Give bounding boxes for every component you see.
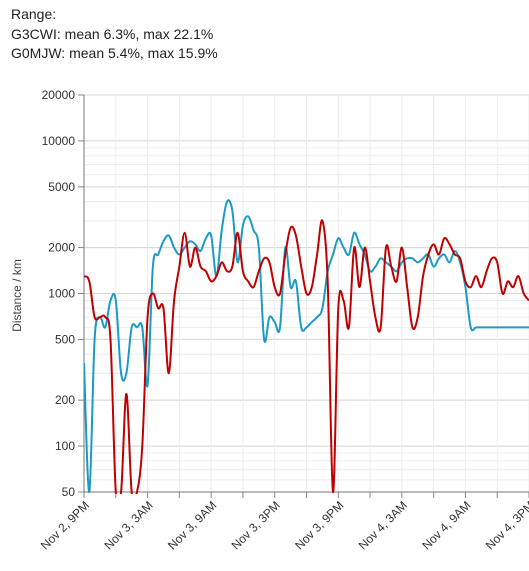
- series-line-g3cwi: [84, 219, 529, 494]
- y-tick-label: 10000: [42, 134, 76, 148]
- x-tick-label: Nov 3, 9AM: [165, 498, 219, 552]
- y-tick-label: 50: [62, 485, 76, 499]
- y-tick-label: 5000: [48, 180, 75, 194]
- range-line-g0mjw: G0MJW: mean 5.4%, max 15.9%: [11, 45, 218, 61]
- x-tick-label: Nov 3, 9PM: [292, 498, 346, 552]
- chart-series: [84, 199, 529, 494]
- y-tick-label: 20000: [42, 88, 76, 102]
- y-axis-label: Distance / km: [10, 259, 24, 332]
- chart-header: Range: G3CWI: mean 6.3%, max 22.1% G0MJW…: [11, 5, 218, 64]
- x-tick-label: Nov 4, 3AM: [356, 498, 410, 552]
- x-tick-label: Nov 3, 3PM: [229, 498, 283, 552]
- range-line-g3cwi: G3CWI: mean 6.3%, max 22.1%: [11, 25, 214, 42]
- y-tick-label: 500: [55, 332, 75, 346]
- x-tick-label: Nov 2, 9PM: [38, 498, 92, 552]
- x-tick-label: Nov 4, 3PM: [483, 498, 529, 552]
- y-tick-label: 100: [55, 439, 75, 453]
- x-tick-label: Nov 4, 9AM: [419, 498, 473, 552]
- y-tick-label: 2000: [48, 241, 75, 255]
- chart-axes: [78, 94, 529, 498]
- y-tick-label: 200: [55, 393, 75, 407]
- range-label: Range:: [11, 6, 57, 22]
- x-tick-label: Nov 3, 3AM: [101, 498, 155, 552]
- y-tick-label: 1000: [48, 287, 75, 301]
